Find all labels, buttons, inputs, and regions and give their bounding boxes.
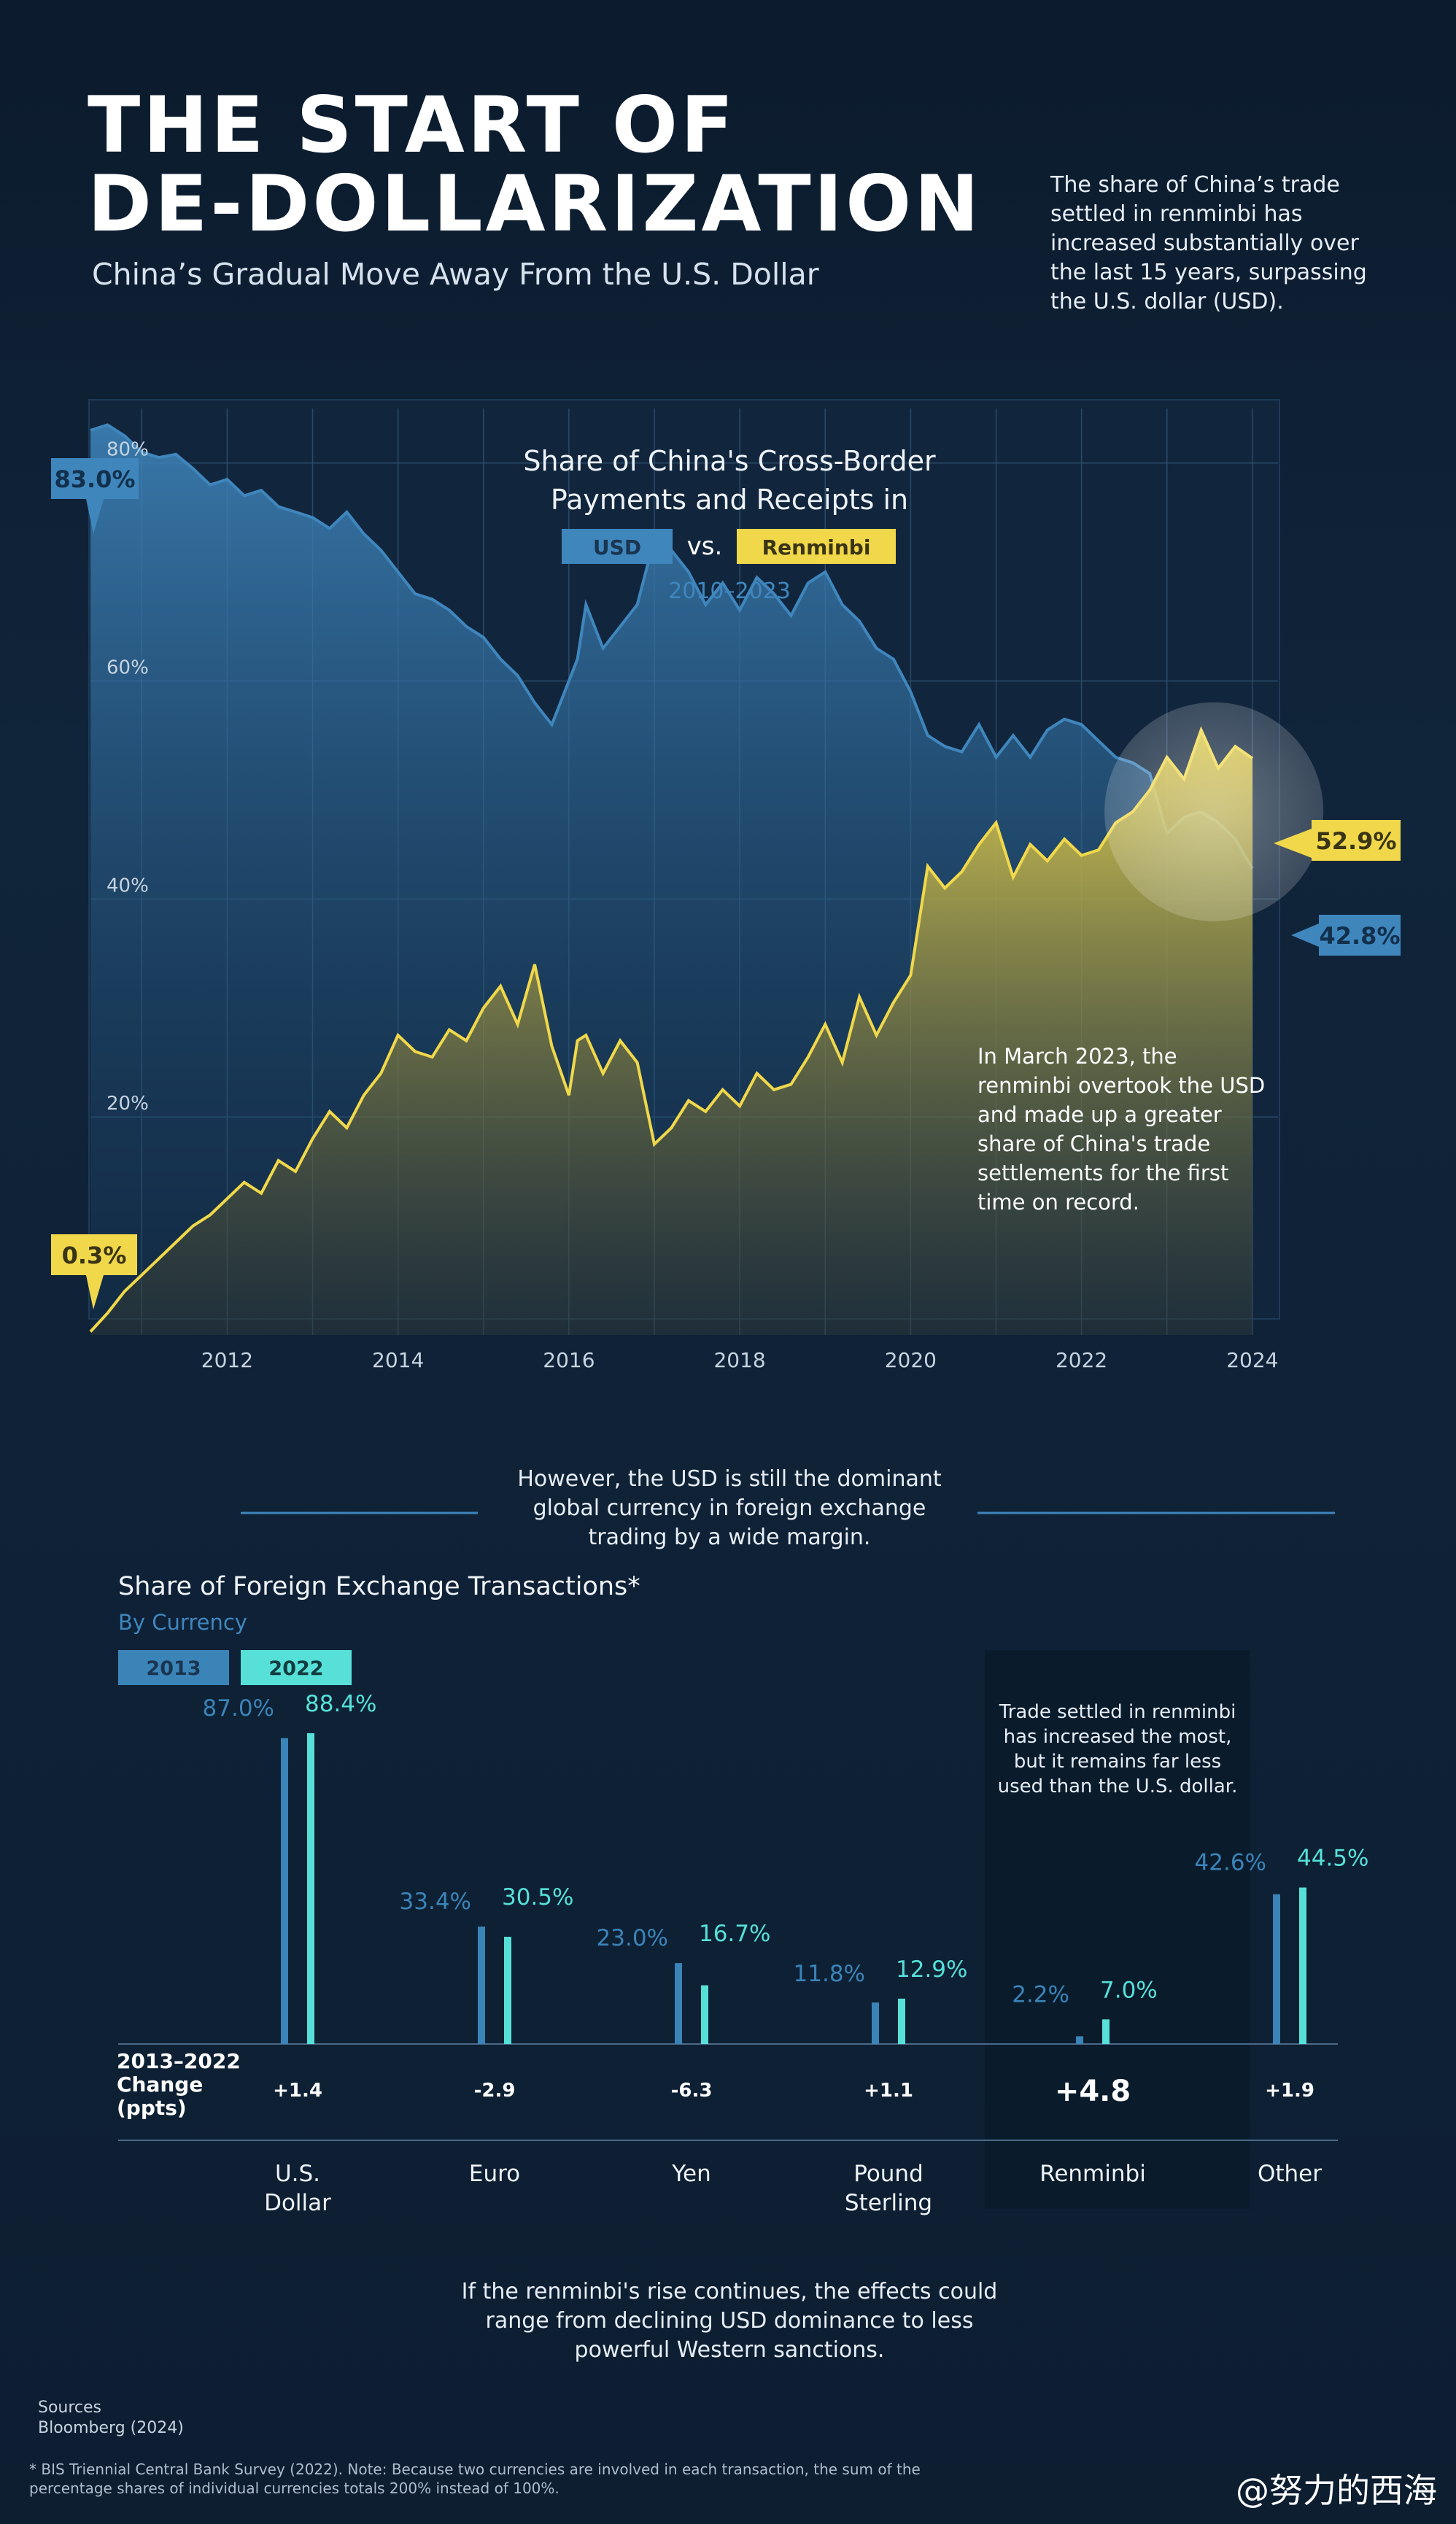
svg-text:83.0%: 83.0% xyxy=(54,465,135,493)
bar-2022 xyxy=(1299,1887,1306,2044)
bar-2022 xyxy=(504,1936,511,2044)
renminbi-highlight-panel xyxy=(985,1650,1250,2209)
x-tick-label: 2016 xyxy=(543,1348,595,1372)
legend-2013-label: 2013 xyxy=(146,1657,201,1680)
bar-2013 xyxy=(1273,1894,1280,2044)
y-tick-label: 60% xyxy=(107,657,149,679)
y-tick-label: 20% xyxy=(107,1093,149,1115)
category-label: Sterling xyxy=(845,2190,932,2216)
category-label: Pound xyxy=(853,2161,923,2187)
bar-2013 xyxy=(675,1963,682,2044)
x-tick-label: 2012 xyxy=(201,1348,253,1372)
chart-title-line-1: Share of China's Cross-Border xyxy=(523,445,936,477)
value-label-2013: 2.2% xyxy=(1012,1981,1069,2008)
fx-bars: 87.0% 88.4% +1.4 U.S. Dollar 33.4% 30.5% -2.9 Eu… xyxy=(203,1691,1369,2216)
label-rmb-start: 0.3% xyxy=(51,1234,137,1309)
fx-chart-subtitle: By Currency xyxy=(118,1610,247,1635)
bar-2013 xyxy=(281,1738,288,2044)
renminbi-note: Trade settled in renminbi has increased … xyxy=(998,1701,1238,1797)
bar-2022 xyxy=(1102,2019,1110,2044)
legend-rmb-swatch xyxy=(737,529,896,564)
category-label: U.S. xyxy=(275,2161,320,2187)
value-label-2022: 88.4% xyxy=(305,1691,376,1717)
watermark: @努力的西海 xyxy=(1236,2471,1437,2510)
legend-2013-swatch xyxy=(118,1650,229,1685)
value-label-2013: 42.6% xyxy=(1195,1850,1266,1876)
highlight-circle xyxy=(1104,702,1324,921)
change-value: +1.1 xyxy=(864,2080,913,2102)
bar-2022 xyxy=(701,1985,708,2044)
bar-2022 xyxy=(898,1998,905,2044)
y-tick-label: 80% xyxy=(107,439,149,461)
fx-transactions-chart: Share of Foreign Exchange Transactions* … xyxy=(117,1572,1369,2216)
title-line-2: DE-DOLLARIZATION xyxy=(88,159,982,249)
svg-text:0.3%: 0.3% xyxy=(62,1242,127,1269)
category-label: Dollar xyxy=(264,2190,331,2216)
closing-text: If the renminbi's rise continues, the ef… xyxy=(461,2279,998,2363)
title-line-1: THE START OF xyxy=(88,80,737,170)
label-usd-end: 42.8% xyxy=(1291,915,1401,956)
cross-border-chart: 20% 40% 60% 80% 2012 2014 2016 2018 2020 2022 2024… xyxy=(51,399,1401,1372)
change-value: +4.8 xyxy=(1055,2075,1131,2108)
bar-2013 xyxy=(478,1927,485,2044)
value-label-2022: 30.5% xyxy=(502,1884,573,1911)
footnote: * BIS Triennial Central Bank Survey (202… xyxy=(29,2461,921,2497)
page-title: THE START OF DE-DOLLARIZATION xyxy=(88,86,982,244)
chart-date-range: 2010–2023 xyxy=(668,578,791,604)
y-tick-label: 40% xyxy=(107,875,149,897)
legend-2022-swatch xyxy=(241,1650,352,1685)
fx-chart-title: Share of Foreign Exchange Transactions* xyxy=(118,1572,640,1601)
value-label-2013: 33.4% xyxy=(400,1889,471,1915)
value-label-2022: 16.7% xyxy=(699,1921,770,1947)
change-value: -2.9 xyxy=(474,2080,516,2102)
bar-2013 xyxy=(1076,2036,1083,2044)
value-label-2013: 11.8% xyxy=(794,1961,865,1987)
sources-text: Bloomberg (2024) xyxy=(38,2419,184,2437)
value-label-2022: 12.9% xyxy=(896,1956,967,1983)
svg-text:42.8%: 42.8% xyxy=(1319,922,1400,950)
x-tick-label: 2018 xyxy=(713,1348,765,1372)
section2-intro: However, the USD is still the dominant g… xyxy=(517,1466,942,1550)
x-tick-label: 2022 xyxy=(1056,1348,1107,1372)
category-label: Yen xyxy=(671,2161,711,2187)
legend-vs-label: vs. xyxy=(687,532,723,561)
change-value: +1.9 xyxy=(1265,2080,1314,2102)
label-rmb-end: 52.9% xyxy=(1274,820,1401,861)
series-area-renminbi xyxy=(90,729,1252,1335)
change-value: -6.3 xyxy=(671,2080,713,2102)
bar-2013 xyxy=(872,2002,879,2044)
section2-dividers xyxy=(241,1511,1335,1514)
value-label-2013: 23.0% xyxy=(597,1925,668,1951)
value-label-2022: 7.0% xyxy=(1100,1977,1158,2003)
change-value: +1.4 xyxy=(273,2080,322,2102)
label-usd-start: 83.0% xyxy=(51,458,139,534)
x-tick-label: 2024 xyxy=(1226,1348,1278,1372)
legend-2022-label: 2022 xyxy=(268,1657,323,1680)
chart-annotation: In March 2023, the renminbi overtook the… xyxy=(977,1044,1265,1215)
value-label-2022: 44.5% xyxy=(1297,1846,1368,1872)
intro-text: The share of China’s trade settled in re… xyxy=(1050,172,1367,314)
x-tick-label: 2014 xyxy=(372,1348,424,1372)
chart-title-line-2: Payments and Receipts in xyxy=(551,484,908,516)
change-row-label: 2013–2022 Change (ppts) xyxy=(117,2050,241,2120)
category-label: Euro xyxy=(469,2161,520,2187)
chart-axis-labels: 20% 40% 60% 80% 2012 2014 2016 2018 2020 2022 2024 xyxy=(107,439,1278,1372)
category-label: Other xyxy=(1258,2161,1322,2187)
chart-areas xyxy=(89,423,1254,1335)
page-subtitle: China’s Gradual Move Away From the U.S. … xyxy=(92,257,819,292)
bar-2022 xyxy=(307,1733,314,2044)
x-tick-label: 2020 xyxy=(885,1348,937,1372)
legend-rmb-label: Renminbi xyxy=(762,535,871,560)
legend-usd-swatch xyxy=(562,529,673,564)
svg-text:52.9%: 52.9% xyxy=(1315,827,1396,855)
sources-label: Sources xyxy=(38,2399,102,2417)
category-label: Renminbi xyxy=(1039,2161,1146,2187)
series-line-renminbi xyxy=(89,726,1254,1333)
legend-usd-label: USD xyxy=(593,535,641,560)
value-label-2013: 87.0% xyxy=(203,1695,274,1722)
